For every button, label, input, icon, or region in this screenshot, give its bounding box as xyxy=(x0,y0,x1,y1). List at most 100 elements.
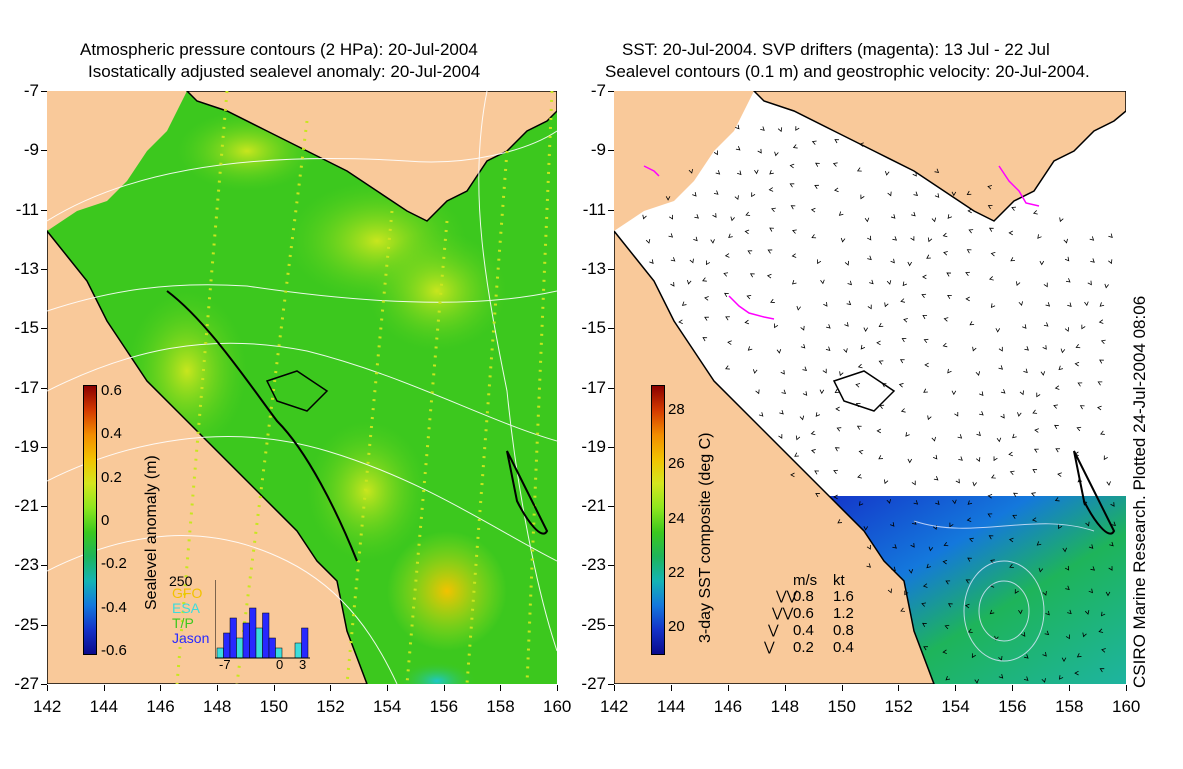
velocity-arrow xyxy=(790,205,796,210)
velocity-arrow xyxy=(710,239,715,244)
velocity-arrow xyxy=(728,233,733,238)
velocity-arrow xyxy=(838,211,844,216)
y-tick-label: -21 xyxy=(581,496,606,516)
sst-map-svg xyxy=(614,91,1126,684)
velocity-arrow xyxy=(869,279,874,285)
velocity-arrow xyxy=(766,273,772,279)
sealevel-colorbar-label: Sealevel anomaly (m) xyxy=(143,455,160,610)
x-tick-mark xyxy=(443,685,445,691)
y-tick-label: -9 xyxy=(23,140,39,160)
velocity-arrow xyxy=(1058,524,1063,530)
velocity-arrow xyxy=(693,236,698,242)
velocity-arrow xyxy=(799,415,805,421)
velocity-arrow xyxy=(811,140,817,145)
x-tick-mark xyxy=(500,685,502,691)
speed-key-header-ms: m/s xyxy=(793,572,818,589)
velocity-arrow xyxy=(878,360,884,365)
velocity-arrow xyxy=(988,227,994,232)
velocity-arrow xyxy=(713,150,718,156)
sealevel-colorbar-tick-3: 0 xyxy=(101,512,110,529)
x-tick-mark xyxy=(103,685,105,691)
y-tick-mark xyxy=(41,565,47,567)
sealevel-colorbar-tick-5: -0.4 xyxy=(101,598,127,616)
speed-key-arrow-icon: ⋁⋁ xyxy=(776,588,798,603)
velocity-arrow xyxy=(1022,324,1027,329)
velocity-arrow xyxy=(1042,345,1047,350)
velocity-arrow xyxy=(668,214,673,220)
velocity-arrow xyxy=(955,478,960,484)
y-tick-label: -7 xyxy=(23,81,39,100)
velocity-arrow xyxy=(1082,632,1087,638)
velocity-arrow xyxy=(744,319,750,325)
velocity-arrow xyxy=(1030,492,1036,497)
velocity-arrow xyxy=(694,214,699,219)
velocity-arrow xyxy=(811,234,817,239)
velocity-arrow xyxy=(771,207,776,213)
x-tick-label: 146 xyxy=(713,697,743,716)
velocity-arrow xyxy=(668,233,674,238)
velocity-arrow xyxy=(1023,676,1029,681)
inset-xtick-3: 3 xyxy=(299,657,307,672)
velocity-arrow xyxy=(924,362,929,368)
velocity-arrow xyxy=(1055,448,1061,453)
velocity-arrow xyxy=(1053,404,1058,409)
velocity-arrow xyxy=(995,328,1001,333)
x-tick-mark xyxy=(387,685,388,691)
velocity-arrow xyxy=(1065,278,1071,283)
velocity-arrow xyxy=(867,255,872,261)
velocity-arrow xyxy=(642,214,647,220)
velocity-arrow xyxy=(727,340,732,345)
sealevel-contours xyxy=(913,520,1095,662)
pressure-contours xyxy=(47,91,557,684)
sealevel-colorbar-tick-0: 0.6 xyxy=(101,382,122,399)
reef-outline xyxy=(166,290,358,562)
velocity-arrow xyxy=(814,470,819,475)
velocity-arrow xyxy=(1076,653,1082,658)
velocity-arrow xyxy=(923,388,928,393)
velocity-arrow xyxy=(858,449,864,455)
inset-histogram xyxy=(215,580,310,659)
velocity-arrow xyxy=(1088,588,1093,594)
velocity-arrow xyxy=(1040,371,1046,376)
velocity-arrow xyxy=(730,216,735,222)
velocity-arrow xyxy=(922,622,927,628)
velocity-arrow xyxy=(976,457,981,462)
y-tick-label: -15 xyxy=(14,318,39,338)
velocity-arrow xyxy=(979,391,984,397)
velocity-arrow xyxy=(745,211,751,216)
velocity-arrow xyxy=(645,239,651,244)
velocity-arrow xyxy=(834,388,840,393)
velocity-arrow xyxy=(921,293,927,299)
y-tick-mark xyxy=(41,624,47,626)
velocity-arrow xyxy=(704,296,709,301)
velocity-arrow xyxy=(971,653,976,659)
velocity-arrow xyxy=(965,296,970,302)
velocity-arrow xyxy=(670,257,676,262)
y-tick-mark xyxy=(608,624,614,626)
velocity-arrow xyxy=(1099,668,1105,673)
x-tick-label: 152 xyxy=(316,697,345,716)
x-tick-mark xyxy=(727,685,729,691)
velocity-arrow xyxy=(811,449,816,454)
velocity-arrow xyxy=(1105,591,1111,597)
velocity-arrow xyxy=(867,304,872,310)
velocity-arrow xyxy=(723,272,729,277)
anomaly-high-4 xyxy=(307,421,427,561)
velocity-arrow xyxy=(1084,610,1090,615)
inset-xtick-1: -7 xyxy=(219,657,231,672)
velocity-arrow xyxy=(975,371,981,376)
y-tick-label: -19 xyxy=(14,436,39,456)
velocity-arrow xyxy=(876,428,882,434)
velocity-arrow xyxy=(1021,632,1026,637)
left-title-line2: Isostatically adjusted sealevel anomaly:… xyxy=(88,62,481,81)
velocity-arrow xyxy=(747,346,753,351)
velocity-arrow xyxy=(836,427,842,432)
inset-legend-esa: ESA xyxy=(172,600,201,616)
velocity-arrow xyxy=(934,193,940,198)
velocity-arrow xyxy=(967,557,972,562)
velocity-arrow xyxy=(1108,566,1113,571)
velocity-arrow xyxy=(900,607,906,612)
sst-colorbar-tick-4: 20 xyxy=(668,618,685,635)
x-tick-label: 142 xyxy=(33,697,62,716)
velocity-arrow xyxy=(774,151,779,157)
